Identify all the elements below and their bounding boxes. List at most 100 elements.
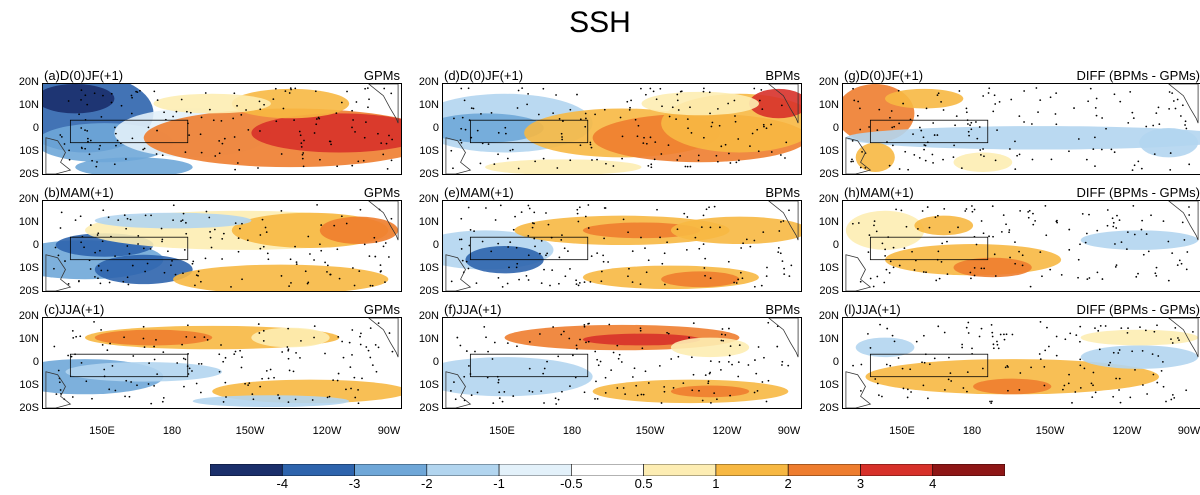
ssh-map <box>42 317 402 409</box>
ssh-map <box>442 200 802 292</box>
colorbar-svg <box>209 463 1006 477</box>
lon-tick-label: 120W <box>312 425 342 437</box>
lat-tick-label: 0 <box>32 356 39 368</box>
coastline-east <box>1168 84 1199 124</box>
lat-tick-label: 10S <box>19 379 39 391</box>
lat-tick-label: 10S <box>19 262 39 274</box>
nino-box <box>469 236 589 261</box>
panel-label: (l)JJA(+1) <box>844 302 901 317</box>
nino-box <box>469 353 589 378</box>
coastline-west <box>45 371 72 408</box>
anomaly-contour <box>953 152 1013 173</box>
lat-tick-label: 10N <box>818 333 839 345</box>
anomaly-contour <box>1080 345 1199 369</box>
anomaly-contour <box>845 126 1200 150</box>
colorbar-segment <box>787 463 861 477</box>
nino-box <box>69 236 189 261</box>
anomaly-contour <box>855 142 895 173</box>
nino-box <box>869 236 989 261</box>
map-panel: (f)JJA(+1) BPMs <box>442 302 802 409</box>
panel-label: (d)D(0)JF(+1) <box>444 68 524 83</box>
lat-tick-label: 20N <box>418 310 439 322</box>
panel-tag: BPMs <box>765 68 800 83</box>
lon-tick-label: 120W <box>712 425 742 437</box>
lat-tick-label: 0 <box>432 122 439 134</box>
coastline-east <box>768 201 799 241</box>
lat-tick-label: 20N <box>418 76 439 88</box>
lat-tick-label: 0 <box>432 239 439 251</box>
lon-tick-label: 90W <box>777 425 801 437</box>
lat-tick-label: 10S <box>819 145 839 157</box>
panel-label: (c)JJA(+1) <box>44 302 105 317</box>
anomaly-contour <box>749 88 801 119</box>
panel-label: (a)D(0)JF(+1) <box>44 68 124 83</box>
colorbar-segment <box>426 463 500 477</box>
nino-box <box>869 119 989 144</box>
ssh-map <box>842 83 1200 175</box>
anomaly-contour <box>582 333 701 346</box>
panel-label: (g)D(0)JF(+1) <box>844 68 924 83</box>
anomaly-contour <box>582 222 701 239</box>
lat-tick-label: 10N <box>18 216 39 228</box>
anomaly-contour <box>953 257 1032 278</box>
anomaly-contour <box>94 254 193 285</box>
colorbar-label: -0.5 <box>560 476 583 491</box>
lat-tick-label: 20S <box>819 402 839 414</box>
nino-box <box>869 353 989 378</box>
colorbar-segment <box>643 463 717 477</box>
colorbar-label: 4 <box>929 476 937 491</box>
panel-tag: GPMs <box>363 185 400 200</box>
lat-tick-label: 20N <box>818 193 839 205</box>
coastline-west <box>445 371 472 408</box>
lat-tick-label: 10N <box>418 99 439 111</box>
panel-label: (e)MAM(+1) <box>444 185 514 200</box>
lat-tick-label: 20N <box>18 193 39 205</box>
coastline-east <box>368 201 399 241</box>
colorbar-label: 0.5 <box>634 476 653 491</box>
lon-tick-label: 150W <box>235 425 265 437</box>
significance-stipple <box>852 321 1194 404</box>
lat-tick-label: 20N <box>818 76 839 88</box>
lon-tick-label: 120W <box>1112 425 1142 437</box>
colorbar-label: -2 <box>421 476 433 491</box>
panel-label: (b)MAM(+1) <box>44 185 114 200</box>
lon-tick-label: 150E <box>489 425 515 437</box>
lat-tick-label: 20N <box>818 310 839 322</box>
lat-tick-label: 10S <box>419 262 439 274</box>
significance-stipple <box>850 87 1191 171</box>
panel-tag: BPMs <box>765 302 800 317</box>
anomaly-contour <box>1080 230 1199 250</box>
lon-tick-label: 90W <box>377 425 401 437</box>
panel-tag: DIFF (BPMs - GPMs) <box>1076 185 1200 200</box>
map-panel: (b)MAM(+1) GPMs <box>42 185 402 292</box>
lat-tick-label: 0 <box>432 356 439 368</box>
anomaly-contour <box>885 88 964 109</box>
ssh-map <box>42 200 402 292</box>
colorbar-segment <box>498 463 572 477</box>
anomaly-contour <box>251 113 401 153</box>
colorbar-segment <box>281 463 355 477</box>
significance-stipple <box>53 321 394 405</box>
significance-stipple <box>450 204 793 288</box>
map-panel: (d)D(0)JF(+1) BPMs <box>442 68 802 175</box>
anomaly-contour <box>173 264 389 291</box>
coastline-east <box>768 318 799 358</box>
lat-tick-label: 20S <box>19 285 39 297</box>
anomaly-contour <box>661 271 740 288</box>
colorbar-label: 2 <box>784 476 792 491</box>
anomaly-contour <box>319 216 399 245</box>
colorbar-segment <box>715 463 789 477</box>
lat-tick-label: 10N <box>818 216 839 228</box>
anomaly-contour <box>845 210 925 250</box>
anomaly-contour <box>1080 329 1199 346</box>
lon-tick-label: 150E <box>89 425 115 437</box>
panel-label: (h)MAM(+1) <box>844 185 914 200</box>
lat-tick-label: 0 <box>32 122 39 134</box>
lat-tick-label: 20S <box>819 168 839 180</box>
ssh-map <box>42 83 402 175</box>
anomaly-contour <box>1139 128 1199 158</box>
significance-stipple <box>450 87 788 170</box>
coastline-west <box>445 254 472 291</box>
coastline-west <box>845 137 872 174</box>
anomaly-contour <box>251 327 330 348</box>
